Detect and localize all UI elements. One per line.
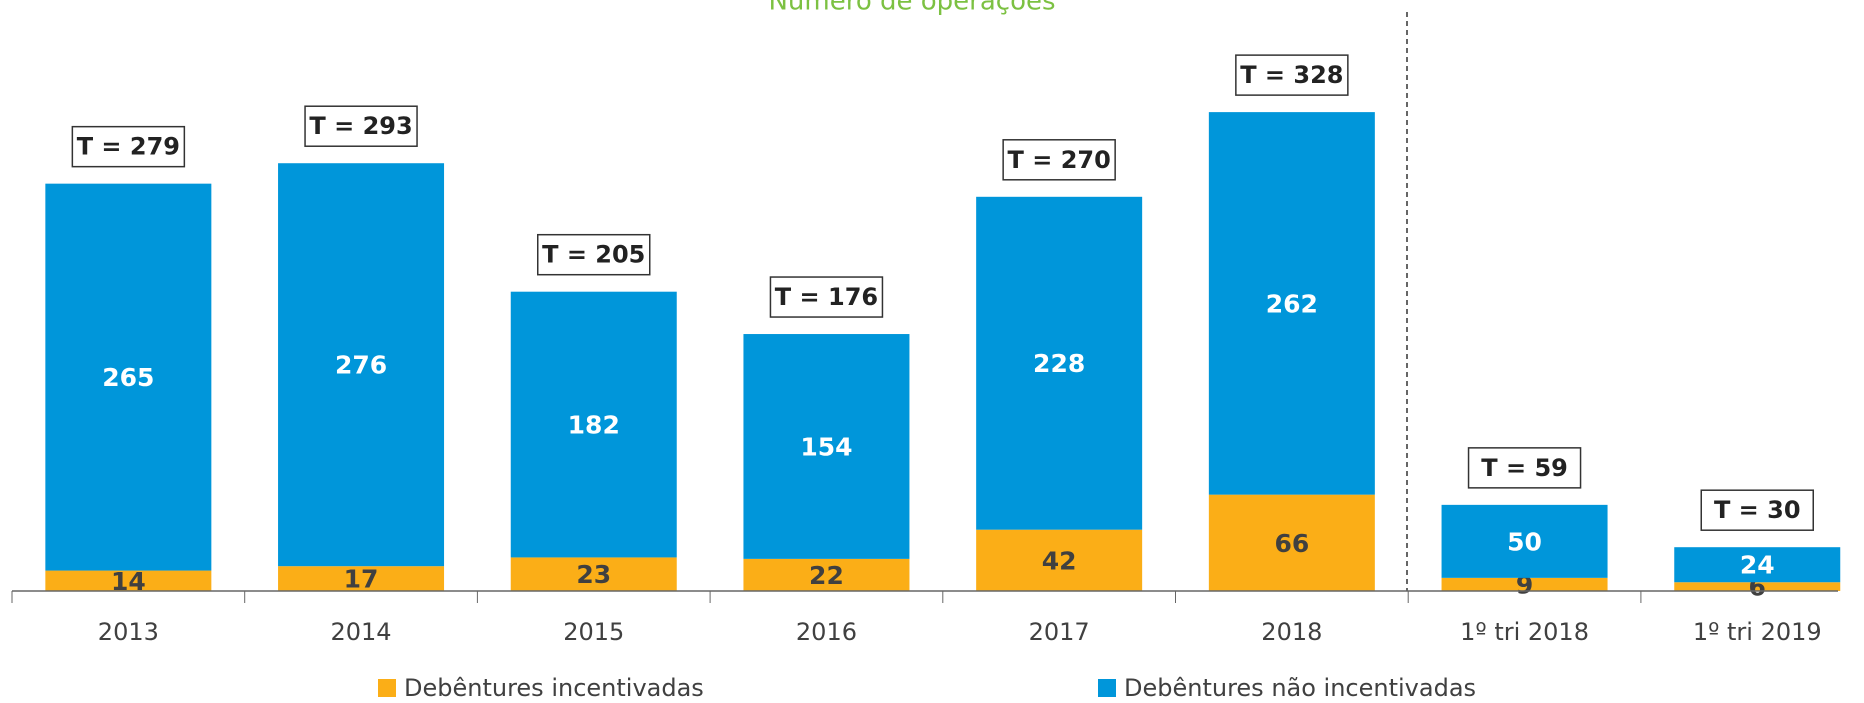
legend-label: Debêntures incentivadas xyxy=(404,674,704,702)
chart-title: Número de operações xyxy=(768,0,1055,17)
value-label: 262 xyxy=(1266,289,1318,318)
total-box xyxy=(1235,54,1349,96)
x-tick-label: 2016 xyxy=(796,618,857,646)
bar-segment xyxy=(976,196,1143,530)
x-tick-label: 2013 xyxy=(98,618,159,646)
value-label: 22 xyxy=(809,561,844,590)
value-label: 23 xyxy=(576,560,611,589)
bar-segment xyxy=(278,163,445,567)
x-tick-label: 1º tri 2019 xyxy=(1693,618,1822,646)
value-label: 154 xyxy=(800,432,852,461)
bar-segment xyxy=(743,558,910,591)
total-label: T = 293 xyxy=(309,112,412,140)
total-label: T = 59 xyxy=(1481,454,1568,482)
total-box xyxy=(71,125,186,168)
value-label: 50 xyxy=(1507,527,1542,556)
total-label: T = 279 xyxy=(77,133,180,161)
total-label: T = 270 xyxy=(1008,146,1111,174)
bar-segment xyxy=(278,566,445,591)
legend-swatch xyxy=(378,679,396,697)
value-label: 24 xyxy=(1740,551,1775,580)
bar-segment xyxy=(510,291,677,558)
bar-segment xyxy=(1208,112,1375,495)
total-label: T = 30 xyxy=(1714,496,1801,524)
value-label: 182 xyxy=(568,411,620,440)
x-tick-label: 1º tri 2018 xyxy=(1460,618,1589,646)
bar-segment xyxy=(45,570,212,591)
value-label: 265 xyxy=(102,363,154,392)
bar-segment xyxy=(743,334,910,559)
legend-swatch xyxy=(1098,679,1116,697)
total-box xyxy=(1700,489,1814,531)
total-label: T = 176 xyxy=(775,283,878,311)
total-label: T = 328 xyxy=(1240,61,1343,89)
bar-segment xyxy=(1441,577,1608,591)
total-box xyxy=(1467,447,1582,489)
bar-segment xyxy=(1674,547,1841,583)
total-box xyxy=(537,233,651,276)
bar-segment xyxy=(1441,504,1608,578)
total-box xyxy=(769,276,884,318)
bar-segment xyxy=(1208,494,1375,591)
value-label: 276 xyxy=(335,351,387,380)
legend-label: Debêntures não incentivadas xyxy=(1124,674,1476,702)
total-label: T = 205 xyxy=(542,241,645,269)
value-label: 66 xyxy=(1274,529,1309,558)
x-tick-label: 2017 xyxy=(1029,618,1090,646)
total-box xyxy=(304,105,418,147)
bar-segment xyxy=(976,529,1143,591)
bar-segment xyxy=(510,557,677,591)
bar-segment xyxy=(45,183,212,571)
x-tick-label: 2015 xyxy=(563,618,624,646)
x-tick-label: 2014 xyxy=(331,618,392,646)
total-box xyxy=(1002,139,1116,181)
value-label: 17 xyxy=(344,565,379,594)
value-label: 228 xyxy=(1033,349,1085,378)
bar-segment xyxy=(1674,582,1841,591)
value-label: 42 xyxy=(1042,546,1077,575)
x-tick-label: 2018 xyxy=(1261,618,1322,646)
